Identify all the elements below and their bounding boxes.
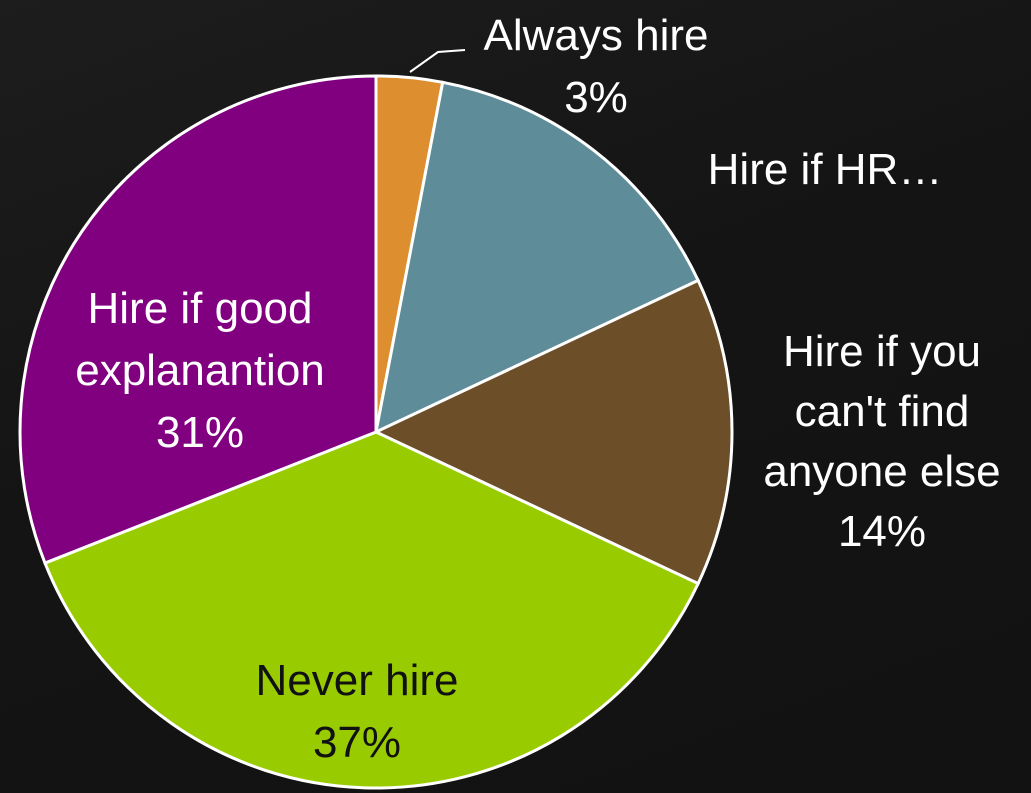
- label-never-hire-name: Never hire: [256, 656, 459, 705]
- label-hire-if-hr: Hire if HR…: [708, 145, 943, 194]
- pie-slice-hire-if-good-explanantion: [18, 74, 378, 565]
- label-cant-find-line3: anyone else: [763, 447, 1000, 496]
- label-never-hire-pct: 37%: [313, 718, 401, 767]
- label-cant-find-line2: can't find: [795, 387, 970, 436]
- pie-slice-never-hire: [43, 430, 701, 790]
- slices-group: [18, 74, 734, 790]
- label-always-hire-name: Always hire: [484, 11, 709, 60]
- label-always-hire-pct: 3%: [564, 73, 628, 122]
- label-good-explanation-pct: 31%: [156, 408, 244, 457]
- label-good-explanation-line1: Hire if good: [87, 284, 312, 333]
- leader-line-always-hire: [409, 49, 466, 73]
- pie-slice-hire-if-you-can-t-find-anyone-else: [372, 278, 734, 586]
- label-good-explanation-line2: explanantion: [75, 346, 325, 395]
- label-cant-find-pct: 14%: [838, 507, 926, 556]
- label-cant-find-line1: Hire if you: [783, 327, 981, 376]
- pie-slice-hire-if-hr: [373, 80, 701, 435]
